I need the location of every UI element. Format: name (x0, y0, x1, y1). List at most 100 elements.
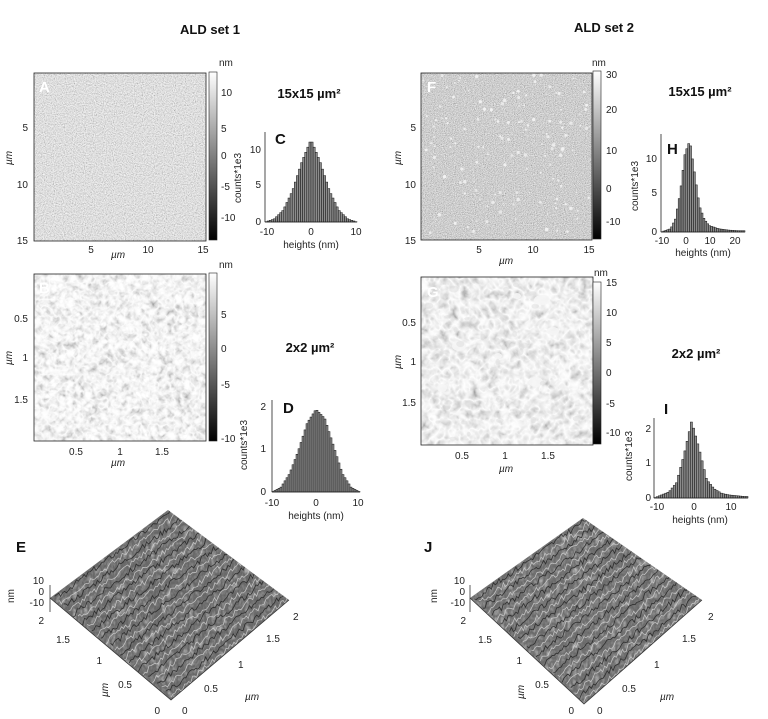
grain (496, 395, 503, 403)
histogram-bar (300, 162, 303, 223)
particle (555, 91, 558, 94)
histogram-bar (708, 225, 711, 233)
surface-ridge (539, 566, 657, 662)
particle (463, 192, 466, 195)
particle (506, 120, 510, 125)
particle (422, 79, 425, 82)
particle (453, 221, 457, 225)
particle (546, 213, 549, 215)
set2-heading: ALD set 2 (574, 20, 634, 35)
particle (548, 85, 552, 89)
histogram-bar (728, 494, 732, 499)
grain (435, 420, 440, 424)
histogram-bar (666, 492, 670, 499)
grain (529, 291, 537, 296)
histogram-bar (325, 181, 328, 223)
particle (503, 163, 507, 167)
particle (512, 91, 515, 95)
ytick: 15 (17, 236, 29, 247)
histogram-bar (706, 223, 709, 233)
particle (474, 74, 479, 79)
cbar-tick: 15 (606, 278, 618, 289)
cbar-tick: -10 (606, 217, 621, 228)
particle (528, 192, 531, 194)
right-tick: 1 (238, 660, 244, 671)
particle (444, 99, 447, 101)
surface-ridge (138, 569, 257, 672)
particle (474, 189, 478, 192)
grain (439, 350, 450, 354)
ytick: 1.5 (402, 398, 416, 409)
particle (425, 115, 428, 118)
histogram-bar (677, 474, 680, 499)
xtick: -10 (655, 236, 670, 247)
histogram-bar (709, 484, 712, 499)
histogram-bar (668, 490, 672, 499)
histogram-bar (285, 477, 289, 493)
ztick: 0 (459, 587, 465, 598)
grain (539, 381, 546, 386)
histogram-bar (719, 228, 723, 233)
particle (524, 128, 527, 131)
particle (588, 126, 591, 128)
histogram-bar (329, 193, 333, 223)
surface-ridge (575, 589, 694, 695)
surface-ridge (142, 577, 262, 676)
particle (559, 184, 563, 188)
cbar-tick: -5 (606, 399, 615, 410)
z-axis-label: nm (429, 589, 440, 603)
x-axis-label: heights (nm) (672, 515, 728, 526)
grain (428, 344, 437, 350)
particle (561, 147, 565, 151)
particle (539, 73, 543, 77)
histogram-bar (310, 141, 314, 223)
histogram-bar (303, 429, 307, 493)
right-tick: 1.5 (682, 634, 696, 645)
x-axis-label: heights (nm) (675, 248, 731, 259)
histogram-bar (295, 454, 299, 493)
histogram-bar (714, 227, 717, 233)
particle (540, 142, 543, 145)
right-tick: 2 (293, 612, 299, 623)
particle (566, 134, 568, 137)
particle (523, 153, 528, 157)
histogram-bar (690, 421, 693, 499)
xtick: 15 (583, 245, 595, 256)
histogram-bar (287, 197, 291, 223)
ytick: 10 (405, 180, 417, 191)
particle (502, 202, 505, 205)
histogram-bar (321, 168, 324, 223)
histogram-bar (719, 492, 723, 499)
histogram-bar (313, 410, 317, 493)
left-tick: 0 (568, 706, 574, 717)
surface-ridge (77, 526, 196, 617)
ytick: 1.5 (14, 395, 28, 406)
particle (494, 193, 497, 196)
particle (494, 118, 497, 121)
histogram-bar (702, 218, 706, 233)
panel-f: F 5 10 15 µm 5 10 15 µm nm 30 20 10 0 -1… (393, 58, 621, 267)
histogram-bar (718, 228, 721, 233)
cbar-tick: -10 (221, 213, 236, 224)
particle (585, 103, 589, 107)
cbar-tick: 5 (606, 338, 612, 349)
surface-ridge (579, 591, 698, 700)
histogram-bar (277, 488, 281, 493)
particle (551, 143, 556, 147)
histogram-bar (700, 212, 704, 233)
left-tick: 2 (460, 616, 466, 627)
particle (576, 217, 579, 220)
xtick: 10 (352, 498, 364, 509)
particle (503, 232, 505, 234)
particle (437, 213, 442, 217)
surface-ridge (526, 553, 643, 649)
particle (445, 86, 448, 89)
set1-heading: ALD set 1 (180, 22, 240, 37)
right-axis-label: µm (660, 692, 674, 703)
z-axis-label: nm (6, 589, 17, 603)
particle (555, 197, 559, 201)
surface-ridge (110, 552, 229, 646)
surface-ridge (487, 528, 602, 615)
particle (517, 121, 521, 124)
xtick: 1 (502, 451, 508, 462)
